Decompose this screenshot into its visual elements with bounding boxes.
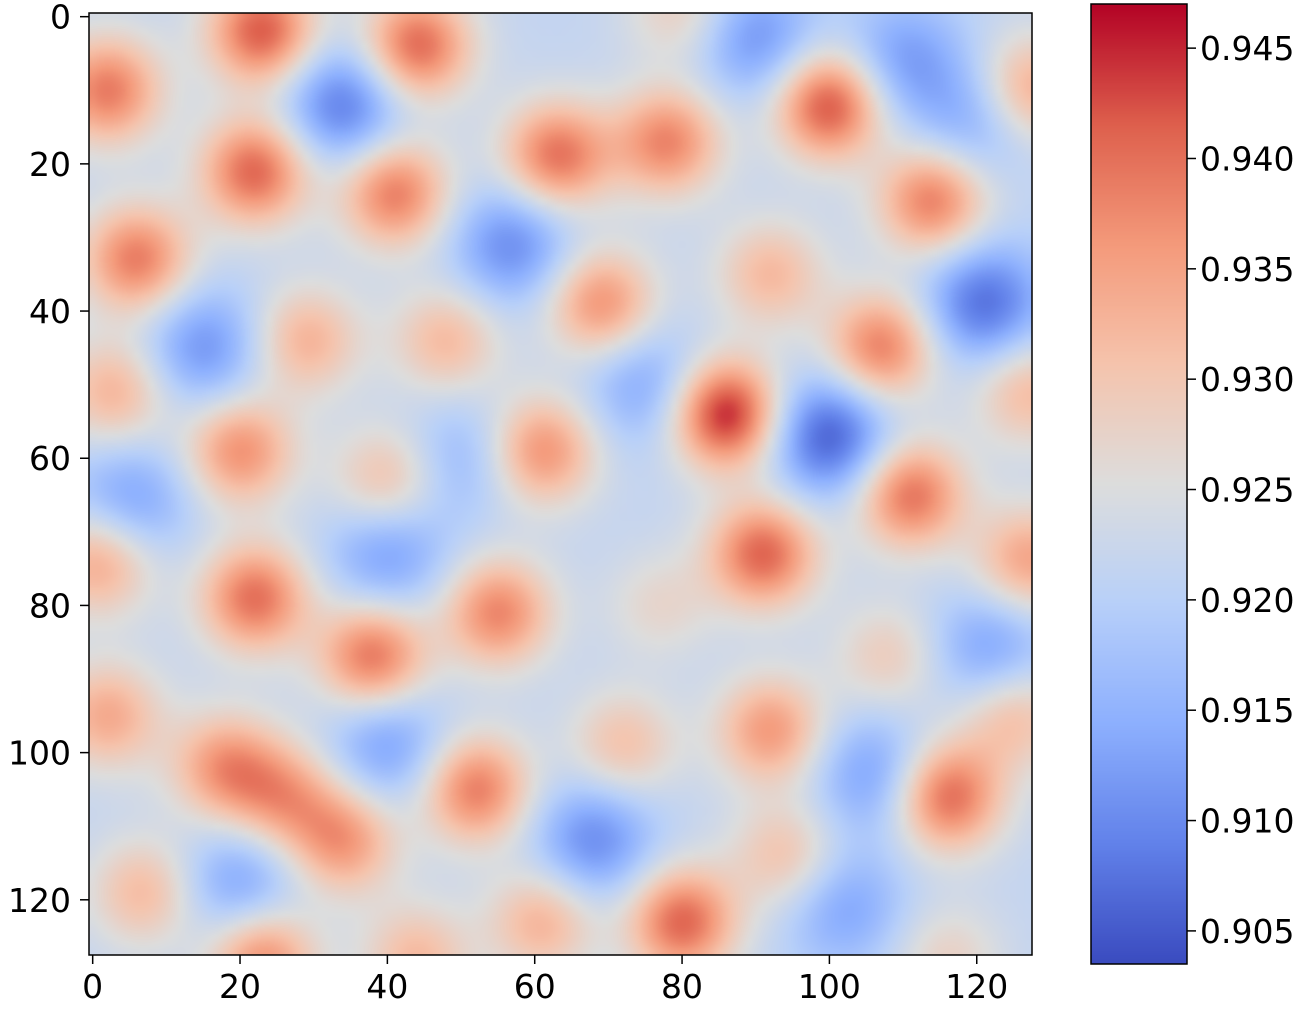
x-axis: 0 20 40 60 80 100 120	[82, 955, 1008, 1006]
colorbar: 0.905 0.910 0.915 0.920 0.925 0.930 0.935 0.940…	[1090, 3, 1294, 965]
colorbar-frame	[1090, 3, 1188, 965]
x-tick-label: 40	[366, 967, 408, 1006]
y-tick-label: 80	[29, 586, 71, 625]
y-tick-label: 100	[8, 734, 71, 773]
x-tick-label: 80	[661, 967, 703, 1006]
heatmap-plot	[88, 12, 1033, 956]
y-tick-label: 0	[50, 0, 71, 37]
x-tick-label: 20	[219, 967, 261, 1006]
colorbar-tick-label: 0.935	[1200, 250, 1294, 289]
y-tick-label: 20	[29, 145, 71, 184]
colorbar-tick-label: 0.915	[1200, 691, 1294, 730]
colorbar-tick-label: 0.930	[1200, 360, 1294, 399]
colorbar-tick-label: 0.940	[1200, 139, 1294, 178]
y-tick-label: 120	[8, 881, 71, 920]
x-tick-label: 0	[82, 967, 103, 1006]
x-tick-label: 100	[798, 967, 861, 1006]
colorbar-tick-label: 0.945	[1200, 29, 1294, 68]
heatmap-image	[89, 13, 1032, 955]
colorbar-axis: 0.905 0.910 0.915 0.920 0.925 0.930 0.935 0.940…	[1187, 29, 1294, 951]
colorbar-tick-label: 0.905	[1200, 912, 1294, 951]
colorbar-tick-label: 0.920	[1200, 581, 1294, 620]
y-tick-label: 60	[29, 439, 71, 478]
colorbar-tick-label: 0.910	[1200, 802, 1294, 841]
colorbar-tick-label: 0.925	[1200, 471, 1294, 510]
x-tick-label: 60	[514, 967, 556, 1006]
x-tick-label: 120	[945, 967, 1008, 1006]
plot-frame	[88, 12, 1033, 956]
colorbar-gradient	[1091, 4, 1187, 964]
y-tick-label: 40	[29, 292, 71, 331]
y-axis: 0 20 40 60 80 100 120	[8, 0, 89, 920]
